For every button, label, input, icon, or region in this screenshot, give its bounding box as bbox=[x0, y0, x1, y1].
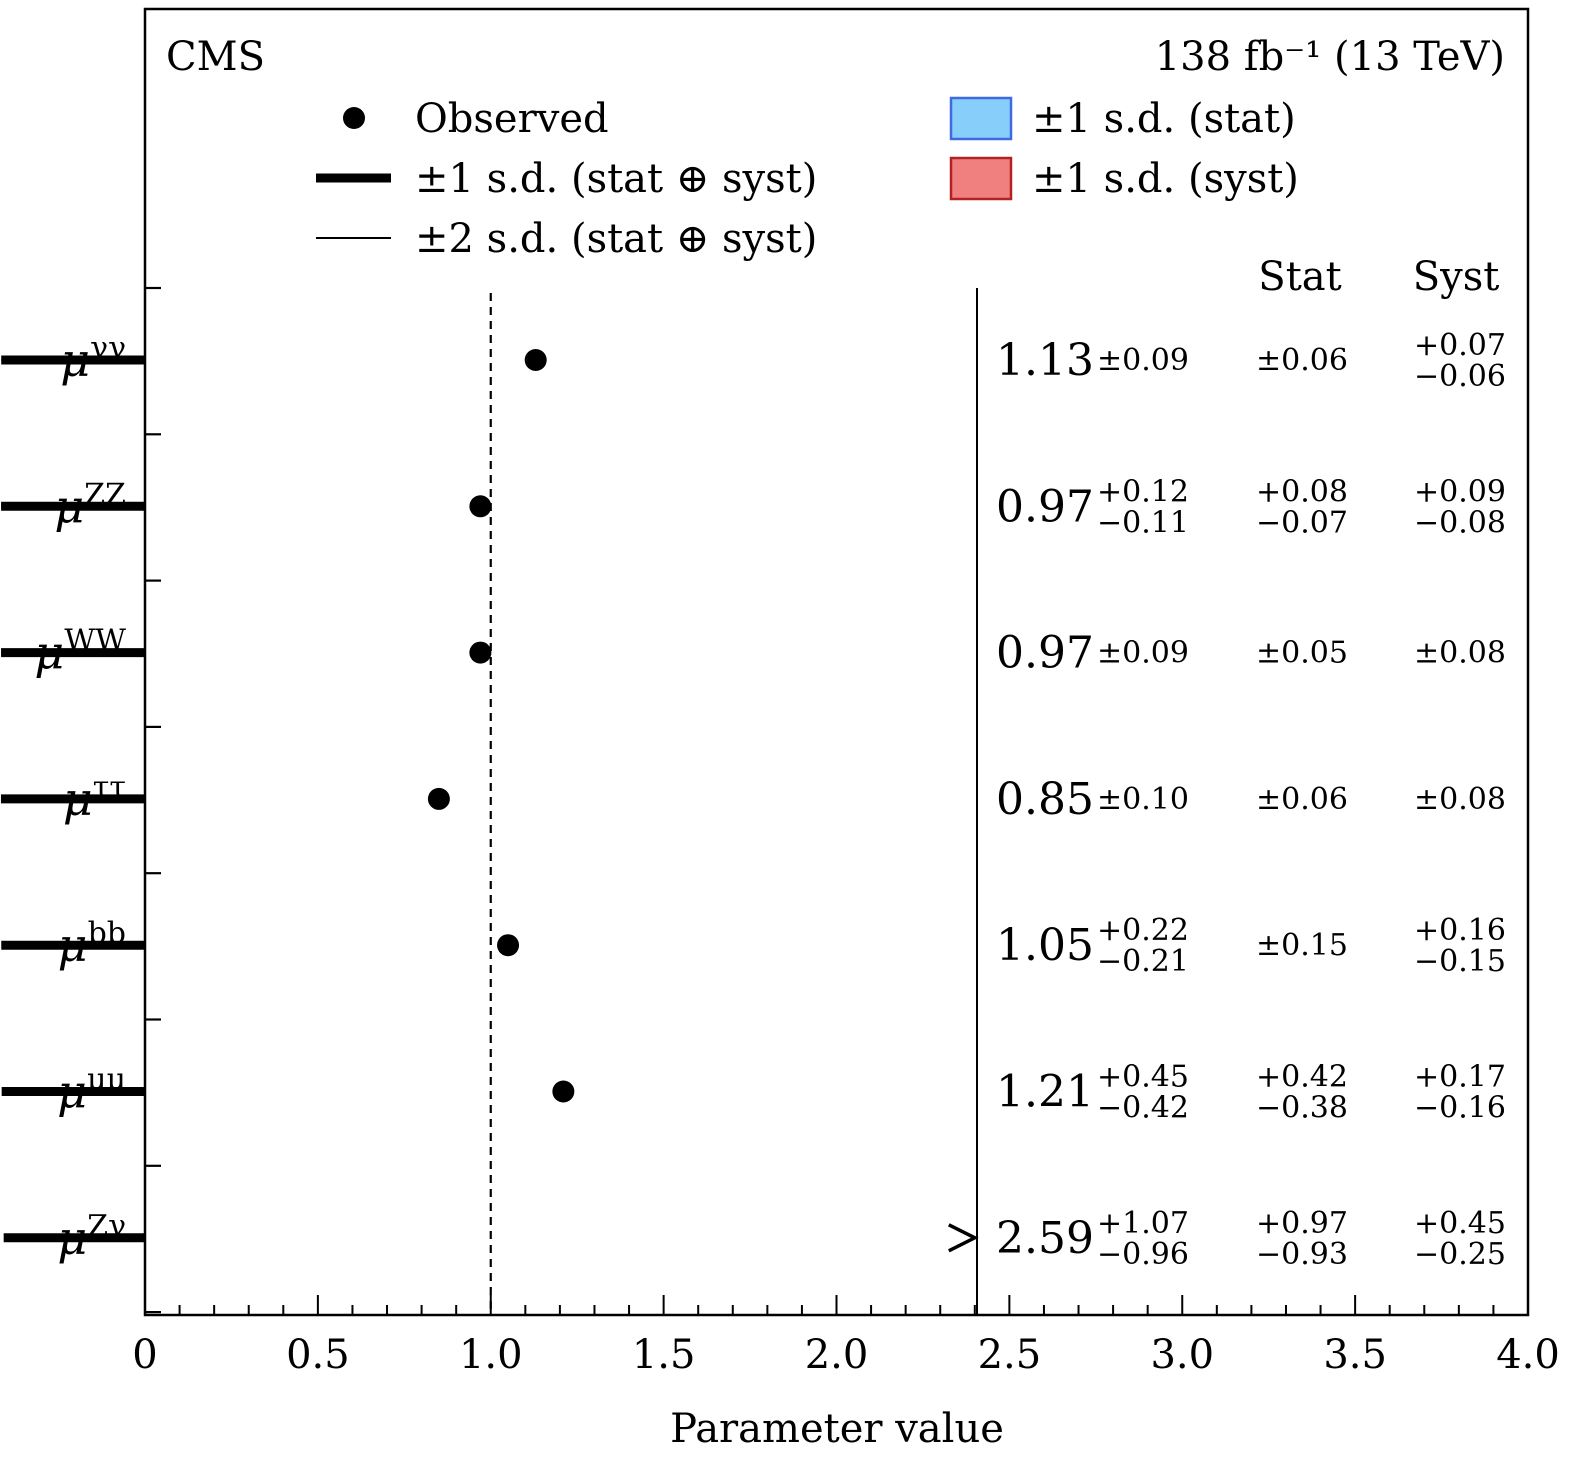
x-tick-label: 2.0 bbox=[805, 1332, 869, 1378]
stat-uncertainty-down: −0.07 bbox=[1256, 505, 1348, 540]
experiment-label: CMS bbox=[166, 34, 265, 80]
parameter-row: μbb 1.05 +0.22−0.21 ±0.15 +0.16−0.15 bbox=[1, 913, 1506, 979]
x-tick-label: 4.0 bbox=[1496, 1332, 1560, 1378]
syst-uncertainty-up: +0.45 bbox=[1414, 1206, 1506, 1241]
total-uncertainty-down: −0.21 bbox=[1097, 944, 1189, 979]
best-fit-value: 2.59 bbox=[996, 1213, 1094, 1264]
x-tick-label: 2.5 bbox=[978, 1332, 1042, 1378]
syst-uncertainty: ±0.08 bbox=[1414, 782, 1506, 817]
stat-uncertainty: ±0.06 bbox=[1256, 343, 1348, 378]
total-uncertainty-up: +1.07 bbox=[1097, 1206, 1189, 1241]
parameter-label: μμμ bbox=[57, 1063, 126, 1119]
syst-uncertainty-down: −0.16 bbox=[1414, 1091, 1506, 1126]
total-uncertainty-down: −0.96 bbox=[1097, 1237, 1189, 1272]
x-tick-label: 0.5 bbox=[286, 1332, 350, 1378]
syst-uncertainty-down: −0.25 bbox=[1414, 1237, 1506, 1272]
parameter-row: μμμ 1.21 +0.45−0.42 +0.42−0.38 +0.17−0.16 bbox=[1, 1060, 1506, 1126]
total-uncertainty-down: −0.42 bbox=[1097, 1091, 1189, 1126]
total-uncertainty: ±0.10 bbox=[1097, 782, 1189, 817]
parameter-label: μZγ bbox=[57, 1209, 126, 1265]
table-header-stat: Stat bbox=[1258, 254, 1341, 300]
observed-point bbox=[469, 495, 492, 518]
stat-uncertainty-up: +0.08 bbox=[1256, 474, 1348, 509]
legend-one-sd-label: ±1 s.d. (stat ⊕ syst) bbox=[415, 156, 817, 202]
legend-syst-box bbox=[949, 156, 1013, 201]
observed-point bbox=[524, 349, 547, 371]
syst-uncertainty-down: −0.06 bbox=[1414, 359, 1506, 394]
out-of-range-arrow bbox=[948, 1223, 979, 1253]
legend: Observed ±1 s.d. (stat ⊕ syst) ±2 s.d. (… bbox=[316, 96, 1299, 262]
parameter-label: μγγ bbox=[60, 331, 126, 387]
syst-uncertainty-up: +0.09 bbox=[1414, 474, 1506, 509]
total-uncertainty-up: +0.12 bbox=[1097, 474, 1189, 509]
x-tick-label: 1.5 bbox=[632, 1332, 696, 1378]
syst-uncertainty-up: +0.17 bbox=[1414, 1060, 1506, 1095]
x-tick-label: 0 bbox=[132, 1332, 157, 1378]
x-axis-label: Parameter value bbox=[670, 1406, 1004, 1452]
syst-uncertainty-up: +0.16 bbox=[1414, 913, 1506, 948]
legend-stat-label: ±1 s.d. (stat) bbox=[1032, 96, 1296, 142]
best-fit-value: 1.13 bbox=[996, 335, 1094, 386]
stat-uncertainty: ±0.15 bbox=[1256, 928, 1348, 963]
x-tick-label: 3.0 bbox=[1150, 1332, 1214, 1378]
total-uncertainty: ±0.09 bbox=[1097, 343, 1189, 378]
parameter-label: μZZ bbox=[54, 477, 126, 533]
legend-stat-box bbox=[949, 96, 1013, 141]
luminosity-label: 138 fb⁻¹ (13 TeV) bbox=[1155, 34, 1505, 80]
parameter-row: μγγ 1.13 ±0.09 ±0.06 +0.07−0.06 bbox=[1, 328, 1506, 394]
total-uncertainty-down: −0.11 bbox=[1097, 505, 1189, 540]
legend-observed-marker bbox=[343, 107, 365, 129]
x-axis-ticks: 0 0.5 1.0 1.5 2.0 2.5 3.0 3.5 4.0 bbox=[132, 1295, 1560, 1378]
y-axis-ticks bbox=[145, 286, 161, 1314]
stat-uncertainty-up: +0.97 bbox=[1256, 1206, 1348, 1241]
parameter-label: μWW bbox=[34, 624, 126, 680]
syst-uncertainty-down: −0.15 bbox=[1414, 944, 1506, 979]
parameter-row: μZZ 0.97 +0.12−0.11 +0.08−0.07 +0.09−0.08 bbox=[1, 474, 1506, 540]
total-uncertainty-up: +0.45 bbox=[1097, 1060, 1189, 1095]
legend-two-sd-label: ±2 s.d. (stat ⊕ syst) bbox=[415, 216, 817, 262]
best-fit-value: 1.21 bbox=[996, 1067, 1094, 1118]
total-uncertainty: ±0.09 bbox=[1097, 636, 1189, 671]
legend-syst-label: ±1 s.d. (syst) bbox=[1032, 156, 1299, 202]
best-fit-value: 0.85 bbox=[996, 774, 1094, 825]
syst-uncertainty-down: −0.08 bbox=[1414, 505, 1506, 540]
observed-point bbox=[469, 641, 492, 664]
x-tick-label: 1.0 bbox=[459, 1332, 523, 1378]
best-fit-value: 1.05 bbox=[996, 920, 1094, 971]
stat-uncertainty: ±0.05 bbox=[1256, 636, 1348, 671]
syst-uncertainty: ±0.08 bbox=[1414, 636, 1506, 671]
legend-observed-label: Observed bbox=[415, 96, 609, 142]
observed-point bbox=[427, 787, 450, 810]
parameter-row: μZγ 2.59 +1.07−0.96 +0.97−0.93 +0.45−0.25 bbox=[3, 1206, 1506, 1272]
observed-point bbox=[497, 934, 520, 957]
stat-uncertainty-up: +0.42 bbox=[1256, 1060, 1348, 1095]
table-header-syst: Syst bbox=[1413, 254, 1500, 300]
best-fit-value: 0.97 bbox=[996, 481, 1094, 532]
best-fit-value: 0.97 bbox=[996, 628, 1094, 679]
stat-uncertainty: ±0.06 bbox=[1256, 782, 1348, 817]
observed-point bbox=[552, 1080, 575, 1103]
syst-uncertainty-up: +0.07 bbox=[1414, 328, 1506, 363]
parameter-row: μWW 0.97 ±0.09 ±0.05 ±0.08 bbox=[1, 624, 1506, 680]
total-uncertainty-up: +0.22 bbox=[1097, 913, 1189, 948]
x-tick-label: 3.5 bbox=[1323, 1332, 1387, 1378]
parameter-label: μbb bbox=[58, 916, 126, 972]
parameter-row: μττ 0.85 ±0.10 ±0.06 ±0.08 bbox=[0, 770, 1506, 826]
stat-uncertainty-down: −0.93 bbox=[1256, 1237, 1348, 1272]
parameter-label: μττ bbox=[63, 770, 126, 826]
stat-uncertainty-down: −0.38 bbox=[1256, 1091, 1348, 1126]
